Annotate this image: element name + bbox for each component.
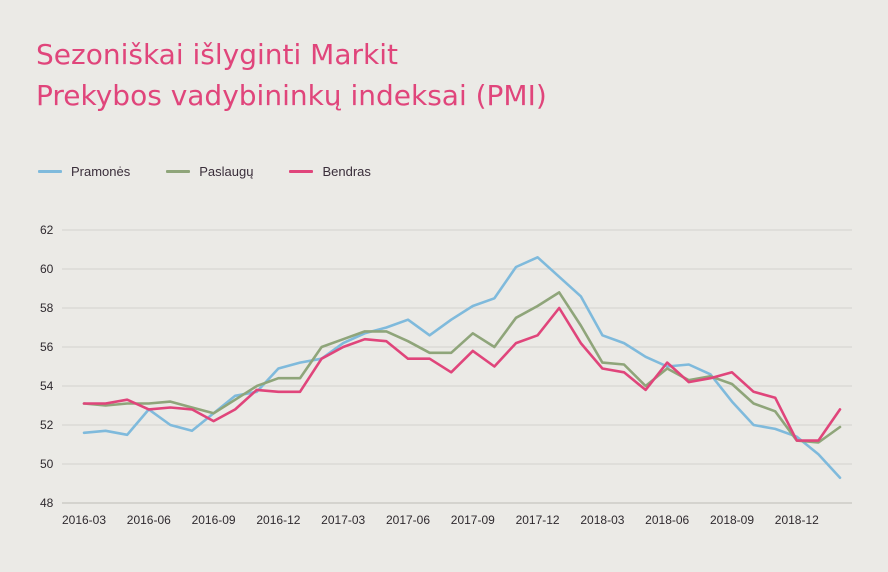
series-line-2 xyxy=(82,291,842,444)
x-tick-label: 2016-03 xyxy=(62,513,106,527)
y-tick-label: 58 xyxy=(40,301,54,315)
legend-item-paslaugu: Paslaugų xyxy=(166,164,253,179)
legend-swatch-pramones xyxy=(38,170,62,173)
y-tick-label: 50 xyxy=(40,457,54,471)
legend-item-pramones: Pramonės xyxy=(38,164,130,179)
series-line-3 xyxy=(82,306,842,442)
legend-swatch-paslaugu xyxy=(166,170,191,173)
legend-item-bendras: Bendras xyxy=(289,164,371,179)
y-tick-label: 54 xyxy=(40,379,54,393)
x-tick-label: 2018-03 xyxy=(580,513,624,527)
chart-title-line-2: Prekybos vadybininkų indeksai (PMI) xyxy=(36,79,547,112)
x-tick-label: 2018-06 xyxy=(645,513,689,527)
x-tick-label: 2017-06 xyxy=(386,513,430,527)
x-tick-label: 2018-09 xyxy=(710,513,754,527)
legend-swatch-bendras xyxy=(289,170,314,173)
legend-label-pramones: Pramonės xyxy=(71,164,131,179)
y-tick-label: 56 xyxy=(40,340,54,354)
x-tick-label: 2017-09 xyxy=(451,513,495,527)
chart-title: Sezoniškai išlyginti Markit Prekybos vad… xyxy=(36,34,547,116)
legend-label-paslaugu: Paslaugų xyxy=(199,164,254,179)
y-tick-label: 48 xyxy=(40,496,54,510)
x-tick-label: 2016-09 xyxy=(192,513,236,527)
y-axis-tick-labels: 48 50 52 54 56 58 60 62 xyxy=(40,223,54,510)
y-tick-label: 52 xyxy=(40,418,54,432)
x-tick-label: 2017-03 xyxy=(321,513,365,527)
series-lines xyxy=(82,255,842,480)
x-tick-label: 2016-06 xyxy=(127,513,171,527)
y-tick-label: 62 xyxy=(40,223,54,237)
x-tick-label: 2017-12 xyxy=(516,513,560,527)
chart-legend: Pramonės Paslaugų Bendras xyxy=(38,164,407,179)
legend-label-bendras: Bendras xyxy=(322,164,371,179)
x-tick-label: 2016-12 xyxy=(256,513,300,527)
x-tick-label: 2018-12 xyxy=(775,513,819,527)
chart-title-line-1: Sezoniškai išlyginti Markit xyxy=(36,38,398,71)
x-axis-tick-labels: 2016-03 2016-06 2016-09 2016-12 2017-03 2017-… xyxy=(62,513,819,527)
series-line-1 xyxy=(82,255,842,480)
y-tick-label: 60 xyxy=(40,262,54,276)
